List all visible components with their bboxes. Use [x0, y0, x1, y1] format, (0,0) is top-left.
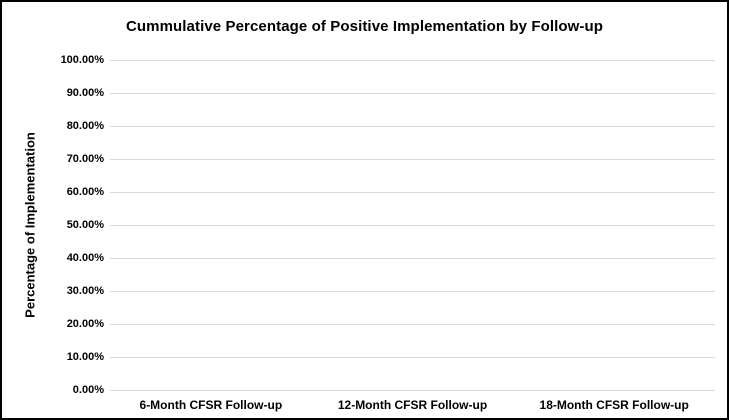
gridline	[110, 390, 715, 391]
y-axis-tick-label: 0.00%	[72, 384, 104, 396]
gridline	[110, 192, 715, 193]
gridline	[110, 126, 715, 127]
y-axis-tick-label: 30.00%	[66, 285, 104, 297]
y-axis-tick-label: 70.00%	[66, 153, 104, 165]
y-axis-tick-label: 10.00%	[66, 351, 104, 363]
gridline	[110, 258, 715, 259]
x-axis-category-label: 12-Month CFSR Follow-up	[337, 398, 488, 412]
x-axis-category-label: 6-Month CFSR Follow-up	[139, 398, 283, 412]
x-axis-category-label: 18-Month CFSR Follow-up	[539, 398, 689, 412]
gridline	[110, 159, 715, 160]
gridline	[110, 291, 715, 292]
plot-area	[110, 60, 715, 391]
y-axis-tick-label: 100.00%	[60, 54, 104, 66]
y-axis-tick-label: 20.00%	[66, 318, 104, 330]
y-axis-tick-label: 80.00%	[66, 120, 104, 132]
y-axis-tick-label: 50.00%	[66, 219, 104, 231]
gridline	[110, 324, 715, 325]
y-axis-ticks: 0.00% 10.00% 20.00% 30.00% 40.00% 50.00% 60.00…	[2, 2, 106, 418]
chart-title: Cummulative Percentage of Positive Imple…	[125, 18, 604, 35]
gridline	[110, 357, 715, 358]
x-axis-labels: 6-Month CFSR Follow-up 12-Month CFSR Foll…	[110, 398, 715, 412]
y-axis-tick-label: 40.00%	[66, 252, 104, 264]
y-axis-tick-label: 60.00%	[66, 186, 104, 198]
gridline	[110, 93, 715, 94]
y-axis-tick-label: 90.00%	[66, 87, 104, 99]
gridline	[110, 225, 715, 226]
gridline	[110, 60, 715, 61]
